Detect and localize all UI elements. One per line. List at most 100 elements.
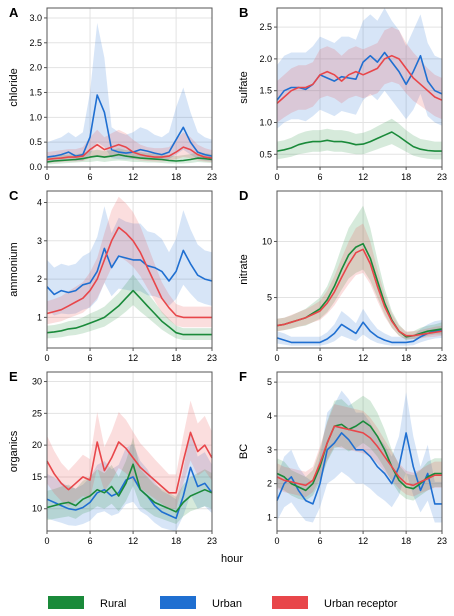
y-axis-label: chloride (8, 68, 20, 107)
series-line-urban (46, 247, 213, 296)
band-urban (47, 206, 212, 316)
band-rural (277, 205, 442, 341)
series-line-urban-receptor (46, 431, 213, 494)
y-tick-label: 3 (267, 445, 272, 455)
series-line-urban-receptor (276, 425, 442, 487)
y-tick-label: 5 (267, 377, 272, 387)
x-tick-label: 18 (401, 172, 411, 182)
y-tick-label: 0.0 (29, 162, 42, 172)
y-tick-label: 1.0 (29, 112, 42, 122)
y-tick-label: 10 (262, 236, 272, 246)
y-tick-label: 4 (267, 411, 272, 421)
y-axis-label: organics (8, 430, 20, 472)
series-line-urban-receptor (276, 248, 443, 337)
band-urban (47, 22, 212, 163)
x-tick-label: 23 (437, 172, 447, 182)
y-tick-label: 2.5 (29, 38, 42, 48)
y-tick-label: 2.0 (259, 54, 272, 64)
y-tick-label: 4 (37, 197, 42, 207)
y-tick-label: 2 (267, 479, 272, 489)
x-tick-label: 23 (207, 172, 217, 182)
legend-swatch-rural (48, 596, 84, 609)
band-rural (47, 437, 212, 524)
x-tick-label: 18 (401, 353, 411, 363)
y-tick-label: 5 (267, 293, 272, 303)
legend-label-urban-receptor: Urban receptor (324, 598, 398, 610)
x-tick-label: 6 (318, 172, 323, 182)
series-line-urban-receptor (46, 226, 212, 319)
x-tick-label: 18 (171, 353, 181, 363)
x-tick-label: 12 (128, 172, 138, 182)
series-line-urban-receptor (276, 54, 443, 104)
band-urban-receptor (277, 404, 442, 498)
x-tick-label: 6 (88, 353, 93, 363)
series-line-rural (276, 131, 442, 152)
y-tick-label: 3.0 (29, 13, 42, 23)
plot-frame (276, 371, 443, 532)
x-tick-label: 12 (128, 353, 138, 363)
y-tick-label: 2.5 (259, 22, 272, 32)
y-tick-label: 20 (32, 440, 42, 450)
y-tick-label: 1 (37, 312, 42, 322)
y-tick-label: 0.5 (29, 137, 42, 147)
y-tick-label: 30 (32, 377, 42, 387)
plot-frame (46, 7, 213, 168)
series-line-urban-receptor (46, 143, 213, 161)
band-rural (277, 118, 442, 160)
panel-letter: A (9, 5, 19, 20)
plot-frame (276, 7, 443, 168)
panel-letter: D (239, 188, 248, 203)
series-line-rural (46, 463, 213, 513)
x-axis-label: hour (221, 553, 243, 565)
x-tick-label: 6 (318, 353, 323, 363)
y-tick-label: 1.0 (259, 117, 272, 127)
series-line-urban (46, 94, 213, 158)
y-axis-label: BC (238, 444, 250, 459)
x-tick-label: 18 (171, 536, 181, 546)
panel-letter: E (9, 369, 18, 384)
y-tick-label: 10 (32, 504, 42, 514)
y-tick-label: 2.0 (29, 63, 42, 73)
x-tick-label: 0 (274, 536, 279, 546)
y-tick-label: 0.5 (259, 149, 272, 159)
x-tick-label: 0 (44, 536, 49, 546)
x-tick-label: 6 (318, 536, 323, 546)
x-tick-label: 6 (88, 172, 93, 182)
x-tick-label: 0 (274, 172, 279, 182)
x-tick-label: 12 (358, 172, 368, 182)
band-rural (277, 395, 442, 501)
plot-frame (276, 190, 443, 349)
plot-frame (46, 190, 213, 349)
plot-frame (46, 371, 213, 532)
y-tick-label: 25 (32, 408, 42, 418)
x-tick-label: 18 (171, 172, 181, 182)
legend-swatch-urban-receptor (272, 596, 308, 609)
series-line-rural (46, 289, 212, 336)
y-tick-label: 1 (267, 512, 272, 522)
x-tick-label: 0 (44, 353, 49, 363)
panel-letter: F (239, 369, 247, 384)
y-tick-label: 2 (37, 274, 42, 284)
legend-label-rural: Rural (100, 598, 126, 610)
x-tick-label: 18 (401, 536, 411, 546)
x-tick-label: 23 (437, 536, 447, 546)
series-line-urban (276, 432, 442, 505)
band-urban-receptor (47, 196, 212, 328)
x-tick-label: 23 (207, 353, 217, 363)
x-tick-label: 12 (358, 353, 368, 363)
y-tick-label: 1.5 (259, 86, 272, 96)
x-tick-label: 12 (358, 536, 368, 546)
legend-label-urban: Urban (212, 598, 242, 610)
panel-letter: B (239, 5, 248, 20)
y-axis-label: sulfate (238, 71, 250, 103)
y-axis-label: nitrate (238, 254, 250, 285)
band-urban-receptor (47, 400, 212, 509)
series-line-urban (46, 466, 213, 520)
panel-letter: C (9, 188, 19, 203)
x-tick-label: 23 (437, 353, 447, 363)
